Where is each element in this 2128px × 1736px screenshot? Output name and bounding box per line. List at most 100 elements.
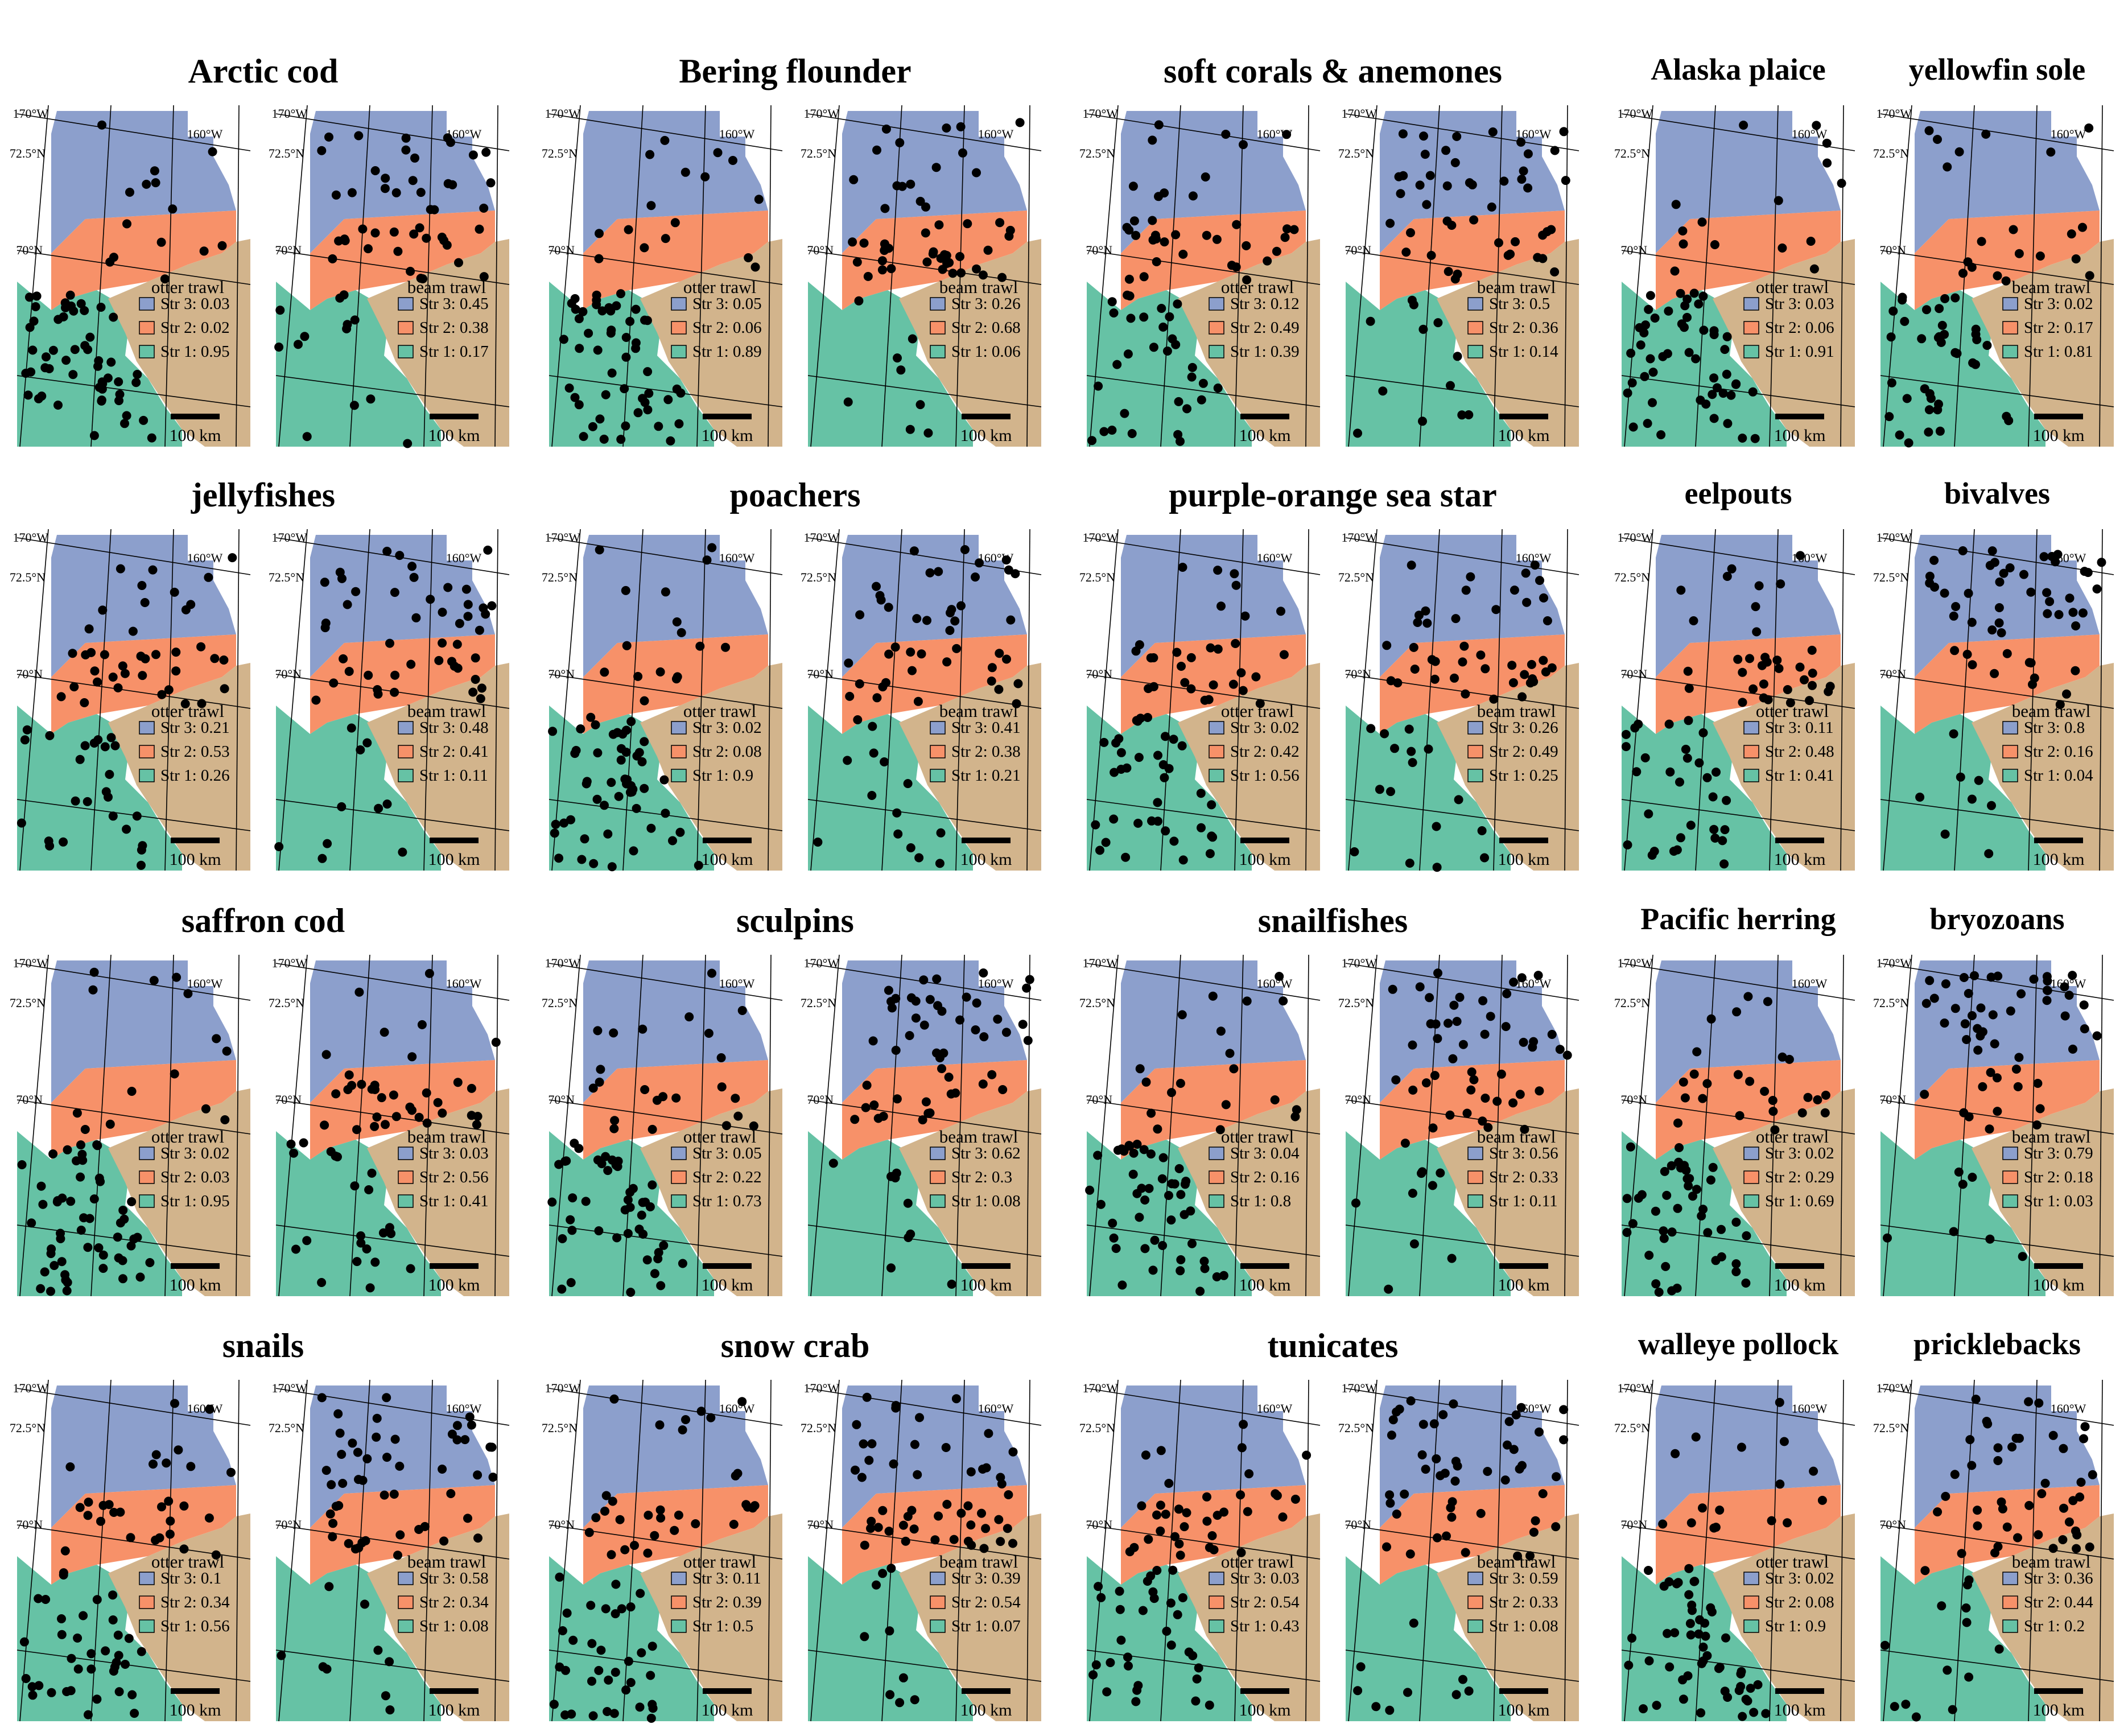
legend-swatch-str2 xyxy=(1743,745,1759,758)
station-point xyxy=(1768,1096,1778,1105)
station-points xyxy=(1623,121,1846,443)
station-point xyxy=(108,673,118,682)
station-point xyxy=(1887,378,1896,387)
station-point xyxy=(1949,729,1958,739)
station-point xyxy=(204,572,213,582)
lat-label-70: 70°N xyxy=(1345,1518,1371,1532)
station-point xyxy=(1925,571,1935,581)
beam-gear-label: beam trawl xyxy=(1477,277,1556,297)
station-point xyxy=(1194,1663,1203,1673)
station-point xyxy=(1004,565,1013,575)
station-point xyxy=(331,1089,341,1099)
station-point xyxy=(952,644,962,653)
scale-bar xyxy=(1499,838,1548,843)
station-point xyxy=(382,546,392,556)
station-point xyxy=(2068,1496,2078,1506)
legend-swatch-str2 xyxy=(930,1595,946,1609)
station-point xyxy=(340,236,350,245)
station-point xyxy=(1492,1096,1502,1106)
station-point xyxy=(1678,1675,1688,1685)
station-point xyxy=(1385,218,1395,228)
lon-line-165 xyxy=(881,105,902,447)
lon-label-160: 160°W xyxy=(1792,1401,1828,1416)
station-point xyxy=(963,1501,973,1511)
station-point xyxy=(354,987,364,997)
legend-swatch-str3 xyxy=(1209,721,1224,735)
station-point xyxy=(1627,1634,1636,1643)
station-point xyxy=(1102,1687,1112,1697)
station-point xyxy=(1772,655,1782,665)
station-point xyxy=(328,254,337,263)
lon-line-160 xyxy=(1493,105,1503,447)
species-title-otter: eelpouts xyxy=(1685,476,1792,510)
beam-gear-label: beam trawl xyxy=(407,1127,486,1147)
lat-label-725: 72.5°N xyxy=(269,996,304,1010)
station-point xyxy=(108,1590,118,1600)
station-point xyxy=(343,320,352,329)
station-point xyxy=(1644,1656,1654,1665)
station-point xyxy=(131,378,141,387)
station-point xyxy=(68,649,77,658)
land-area xyxy=(640,1088,782,1296)
lon-label-160: 160°W xyxy=(978,127,1014,141)
scale-label: 100 km xyxy=(702,426,753,445)
station-point xyxy=(133,370,142,379)
station-point xyxy=(612,1233,622,1243)
station-point xyxy=(558,1234,567,1243)
station-point xyxy=(2024,1500,2034,1510)
lat-label-725: 72.5°N xyxy=(269,1421,304,1435)
station-point xyxy=(1154,120,1164,130)
species-title: sculpins xyxy=(736,902,854,939)
lon-line-165 xyxy=(1160,1379,1181,1722)
station-point xyxy=(1738,667,1747,677)
station-point xyxy=(608,729,618,739)
station-point xyxy=(1152,257,1161,266)
station-point xyxy=(1726,390,1736,400)
station-point xyxy=(1961,1603,1971,1613)
station-point xyxy=(217,241,227,250)
station-point xyxy=(1164,1479,1174,1488)
station-point xyxy=(84,1710,93,1719)
station-point xyxy=(1503,1440,1512,1450)
station-point xyxy=(324,1582,334,1591)
station-point xyxy=(1709,414,1719,423)
station-point xyxy=(2030,673,2039,683)
station-point xyxy=(1702,773,1712,782)
station-point xyxy=(1706,1175,1715,1185)
station-point xyxy=(1385,1498,1395,1508)
station-point xyxy=(433,1098,443,1107)
lat-line-675 xyxy=(549,1224,783,1257)
lon-line-160 xyxy=(955,529,965,871)
station-point xyxy=(966,1467,976,1477)
station-point xyxy=(1663,1628,1672,1638)
station-point xyxy=(132,811,142,821)
station-point xyxy=(1971,1395,1981,1404)
station-point xyxy=(1963,257,1973,267)
lon-line-170 xyxy=(1883,1379,1912,1722)
lon-line-170 xyxy=(19,1379,49,1722)
station-point xyxy=(909,546,919,556)
station-point xyxy=(880,204,890,213)
station-point xyxy=(914,853,924,863)
station-point xyxy=(172,972,182,982)
legend-entry-str3: Str 3: 0.02 xyxy=(692,719,762,737)
station-point xyxy=(1202,1516,1212,1526)
legend-swatch-str3 xyxy=(398,721,414,735)
legend-entry-str2: Str 2: 0.54 xyxy=(1230,1593,1300,1611)
station-point xyxy=(851,1465,860,1475)
land-area xyxy=(899,239,1041,447)
station-point xyxy=(1022,983,1032,993)
station-point xyxy=(226,1467,236,1477)
lon-line-165 xyxy=(622,954,644,1297)
station-point xyxy=(1415,180,1425,190)
station-point xyxy=(79,1611,88,1620)
station-point xyxy=(139,415,149,425)
station-point xyxy=(1520,670,1529,679)
station-point xyxy=(1447,1497,1457,1507)
station-point xyxy=(1501,1022,1511,1032)
legend-swatch-str1 xyxy=(1467,1619,1483,1633)
station-point xyxy=(1212,234,1222,244)
